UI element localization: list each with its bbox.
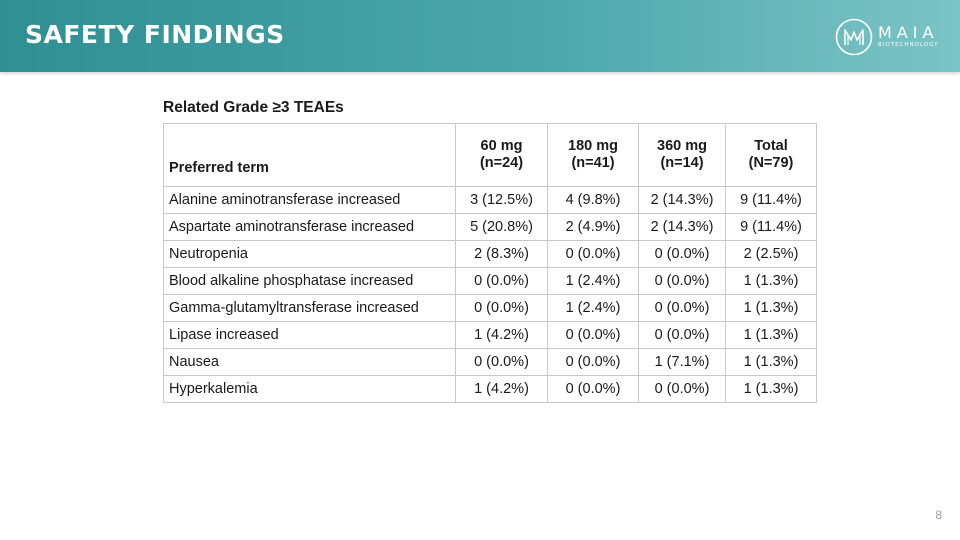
table-row: Neutropenia 2 (8.3%) 0 (0.0%) 0 (0.0%) 2… <box>163 240 817 268</box>
teae-table: Preferred term 60 mg (n=24) 180 mg (n=41) … <box>163 123 817 403</box>
cell-total: 9 (11.4%) <box>725 213 817 241</box>
cell-60mg: 1 (4.2%) <box>455 321 548 349</box>
cell-total: 9 (11.4%) <box>725 186 817 214</box>
cell-total: 1 (1.3%) <box>725 375 817 403</box>
maia-logo-icon <box>835 18 873 56</box>
table-row: Nausea 0 (0.0%) 0 (0.0%) 1 (7.1%) 1 (1.3… <box>163 348 817 376</box>
table-row: Gamma-glutamyltransferase increased 0 (0… <box>163 294 817 322</box>
logo-name: MAIA <box>878 23 939 43</box>
cell-360mg: 2 (14.3%) <box>638 186 726 214</box>
company-logo: MAIA BIOTECHNOLOGY <box>835 18 939 56</box>
cell-preferred-term: Lipase increased <box>163 321 456 349</box>
cell-preferred-term: Blood alkaline phosphatase increased <box>163 267 456 295</box>
table-row: Alanine aminotransferase increased 3 (12… <box>163 186 817 214</box>
cell-total: 1 (1.3%) <box>725 348 817 376</box>
cell-preferred-term: Aspartate aminotransferase increased <box>163 213 456 241</box>
header-bar: SAFETY FINDINGS MAIA BIOTECHNOLOGY <box>0 0 960 72</box>
table-row: Aspartate aminotransferase increased 5 (… <box>163 213 817 241</box>
cell-60mg: 2 (8.3%) <box>455 240 548 268</box>
cell-preferred-term: Nausea <box>163 348 456 376</box>
cell-60mg: 0 (0.0%) <box>455 294 548 322</box>
column-header-total: Total (N=79) <box>725 123 817 187</box>
column-header-180mg: 180 mg (n=41) <box>547 123 639 187</box>
cell-180mg: 0 (0.0%) <box>547 240 639 268</box>
table-row: Hyperkalemia 1 (4.2%) 0 (0.0%) 0 (0.0%) … <box>163 375 817 403</box>
cell-360mg: 2 (14.3%) <box>638 213 726 241</box>
cell-60mg: 0 (0.0%) <box>455 267 548 295</box>
cell-preferred-term: Alanine aminotransferase increased <box>163 186 456 214</box>
cell-60mg: 0 (0.0%) <box>455 348 548 376</box>
logo-subtitle: BIOTECHNOLOGY <box>878 42 939 49</box>
table-row: Lipase increased 1 (4.2%) 0 (0.0%) 0 (0.… <box>163 321 817 349</box>
page-number: 8 <box>935 508 942 522</box>
table-row: Blood alkaline phosphatase increased 0 (… <box>163 267 817 295</box>
cell-360mg: 0 (0.0%) <box>638 294 726 322</box>
cell-total: 1 (1.3%) <box>725 321 817 349</box>
cell-360mg: 0 (0.0%) <box>638 321 726 349</box>
cell-180mg: 2 (4.9%) <box>547 213 639 241</box>
cell-180mg: 0 (0.0%) <box>547 348 639 376</box>
table-header-row: Preferred term 60 mg (n=24) 180 mg (n=41) … <box>163 123 817 187</box>
cell-360mg: 0 (0.0%) <box>638 375 726 403</box>
cell-60mg: 1 (4.2%) <box>455 375 548 403</box>
column-header-360mg: 360 mg (n=14) <box>638 123 726 187</box>
page-title: SAFETY FINDINGS <box>25 20 285 49</box>
cell-preferred-term: Gamma-glutamyltransferase increased <box>163 294 456 322</box>
table-title: Related Grade ≥3 TEAEs <box>163 99 344 116</box>
cell-180mg: 4 (9.8%) <box>547 186 639 214</box>
column-header-preferred-term: Preferred term <box>163 123 456 187</box>
cell-preferred-term: Neutropenia <box>163 240 456 268</box>
cell-180mg: 1 (2.4%) <box>547 267 639 295</box>
cell-180mg: 0 (0.0%) <box>547 375 639 403</box>
cell-total: 2 (2.5%) <box>725 240 817 268</box>
cell-180mg: 1 (2.4%) <box>547 294 639 322</box>
cell-60mg: 5 (20.8%) <box>455 213 548 241</box>
cell-180mg: 0 (0.0%) <box>547 321 639 349</box>
cell-360mg: 0 (0.0%) <box>638 240 726 268</box>
cell-preferred-term: Hyperkalemia <box>163 375 456 403</box>
cell-360mg: 1 (7.1%) <box>638 348 726 376</box>
cell-total: 1 (1.3%) <box>725 267 817 295</box>
cell-60mg: 3 (12.5%) <box>455 186 548 214</box>
cell-360mg: 0 (0.0%) <box>638 267 726 295</box>
column-header-60mg: 60 mg (n=24) <box>455 123 548 187</box>
cell-total: 1 (1.3%) <box>725 294 817 322</box>
